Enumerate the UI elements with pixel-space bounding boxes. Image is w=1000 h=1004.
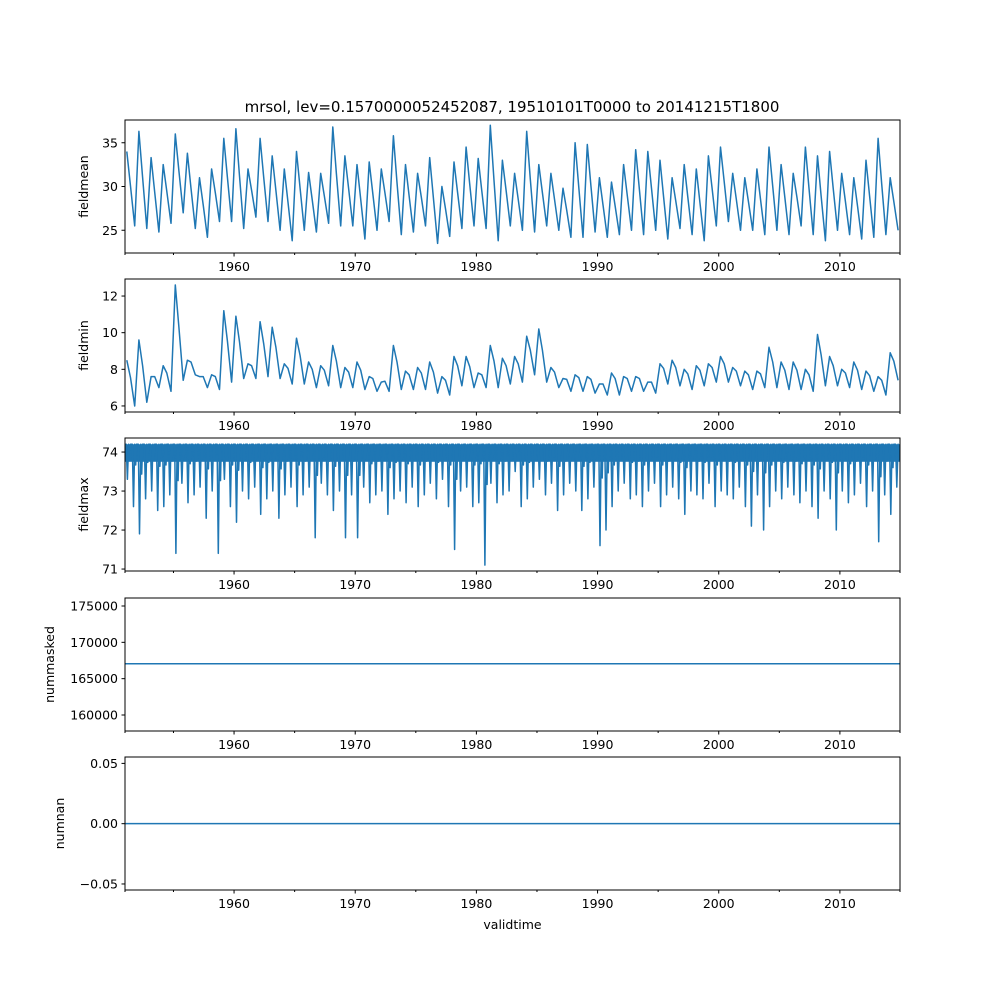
x-tick-label: 2010 [824,737,856,752]
series-line-fieldmin [126,284,899,407]
y-tick-label: 6 [110,398,118,413]
x-tick-label: 2000 [703,259,735,274]
x-tick-label: 1970 [339,259,371,274]
x-tick-label: 1990 [582,896,614,911]
x-tick-label: 2000 [703,896,735,911]
x-tick-label: 1970 [339,896,371,911]
chart-title: mrsol, lev=0.1570000052452087, 19510101T… [245,98,780,116]
subplot-fieldmax: 71 72 73 74 1960 1970 1980 1990 2000 2010 fieldmax [76,437,901,592]
x-tick-label: 1960 [218,259,250,274]
y-axis-label: fieldmin [76,320,91,371]
y-tick-label: 12 [102,289,118,304]
x-axis-label: validtime [483,917,541,932]
y-tick-label: 175000 [70,598,118,613]
subplot-fieldmin: 6 8 10 12 1960 1970 1980 1990 2000 2010 fieldmin [76,278,901,433]
series-line-fieldmean [126,124,899,245]
x-tick-label: 1980 [460,259,492,274]
y-tick-label: 73 [102,484,118,499]
axes-frame [124,278,901,413]
y-tick-label: 30 [102,179,118,194]
y-tick-label: 8 [110,362,118,377]
y-tick-label: 10 [102,325,118,340]
y-axis-label: numnan [52,798,67,850]
y-tick-label: 72 [102,523,118,538]
x-tick-label: 1990 [582,737,614,752]
axes-frame [124,597,901,732]
x-tick-label: 1960 [218,577,250,592]
x-tick-label: 1990 [582,259,614,274]
y-tick-label: 0.05 [90,756,118,771]
x-tick-label: 2000 [703,577,735,592]
x-tick-label: 1980 [460,577,492,592]
y-tick-label: −0.05 [80,876,118,891]
y-axis-label: nummasked [42,626,57,703]
x-tick-label: 2010 [824,418,856,433]
x-tick-label: 1970 [339,577,371,592]
y-axis-label: fieldmean [76,155,91,217]
y-tick-label: 35 [102,135,118,150]
x-tick-label: 1960 [218,418,250,433]
y-tick-label: 0.00 [90,816,118,831]
x-tick-label: 1980 [460,896,492,911]
y-tick-label: 170000 [70,635,118,650]
x-tick-label: 1980 [460,737,492,752]
x-tick-label: 1980 [460,418,492,433]
y-axis-label: fieldmax [76,477,91,531]
y-tick-label: 165000 [70,671,118,686]
x-tick-label: 1970 [339,737,371,752]
x-tick-label: 1960 [218,896,250,911]
x-tick-label: 1970 [339,418,371,433]
series-line-fieldmax [125,443,900,566]
axes-frame [124,437,901,572]
x-tick-label: 2000 [703,737,735,752]
subplot-nummasked: 160000 165000 170000 175000 1960 1970 1980 1990… [42,597,901,752]
x-tick-label: 2010 [824,259,856,274]
x-tick-label: 1990 [582,418,614,433]
x-tick-label: 2010 [824,577,856,592]
subplot-fieldmean: 25 30 35 1960 1970 1980 1990 2000 2010 fieldmean [76,119,901,274]
x-tick-label: 1960 [218,737,250,752]
x-tick-label: 2000 [703,418,735,433]
x-tick-label: 2010 [824,896,856,911]
y-tick-label: 71 [102,562,118,577]
subplot-numnan: −0.05 0.00 0.05 1960 1970 1980 1990 2000 2010 num… [52,756,901,932]
y-tick-label: 25 [102,223,118,238]
y-tick-label: 160000 [70,708,118,723]
x-tick-label: 1990 [582,577,614,592]
y-tick-label: 74 [102,445,118,460]
